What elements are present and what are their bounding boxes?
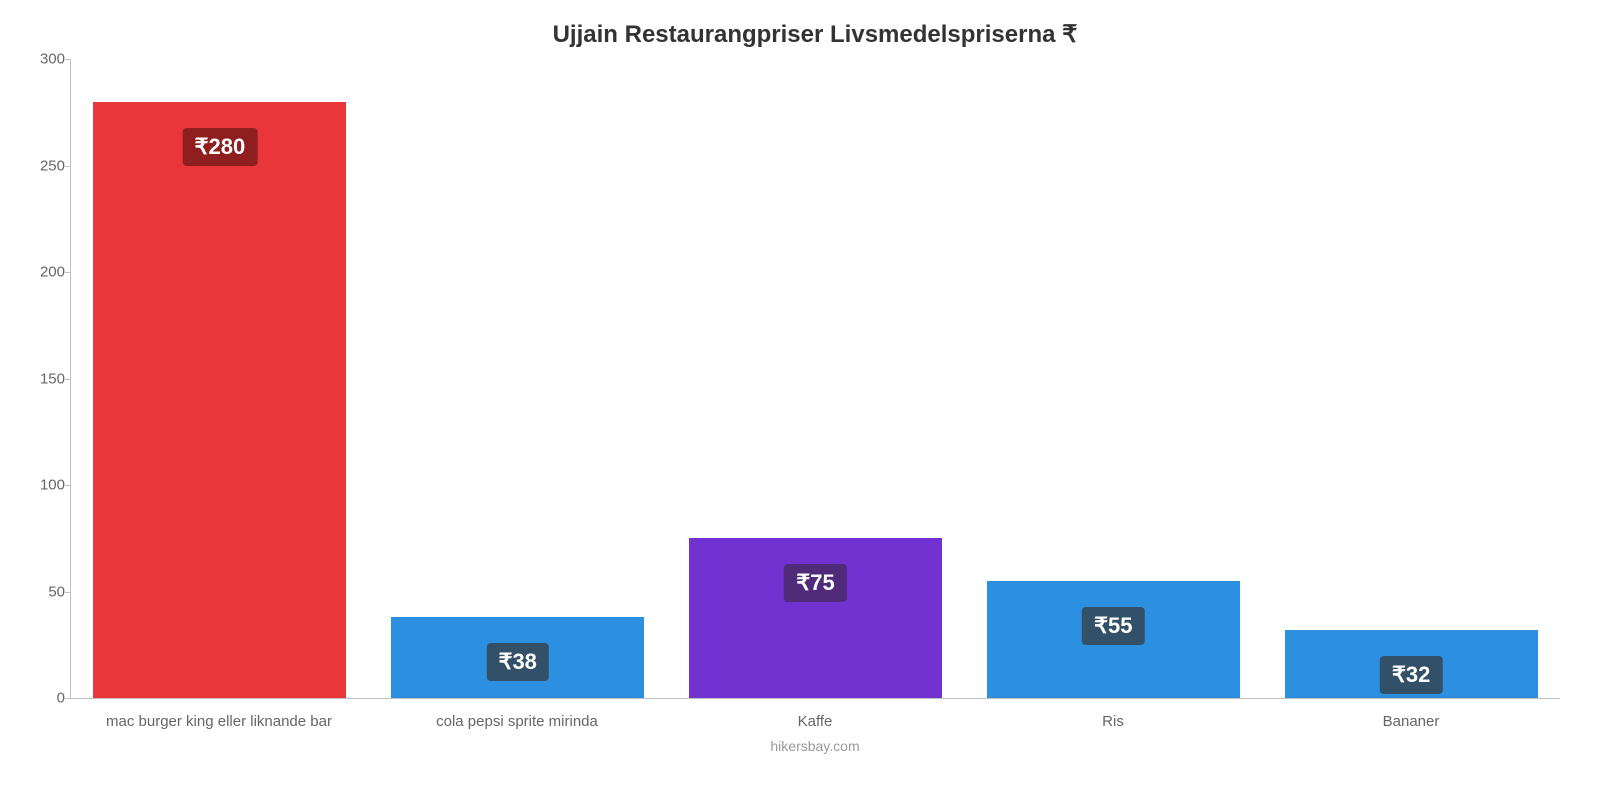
bar-value-label: ₹280 — [183, 128, 258, 166]
y-tick-label: 200 — [21, 264, 65, 281]
bar: ₹38 — [391, 617, 644, 698]
bar-slot: ₹75 — [667, 538, 965, 698]
bar-value-label: ₹75 — [784, 564, 846, 602]
bar-value-label: ₹55 — [1082, 607, 1144, 645]
x-axis-labels: mac burger king eller liknande barcola p… — [70, 713, 1560, 730]
bar-chart: Ujjain Restaurangpriser Livsmedelspriser… — [0, 0, 1600, 800]
y-tick-mark — [65, 698, 71, 699]
bar-value-label: ₹38 — [486, 643, 548, 681]
bar-slot: ₹38 — [369, 617, 667, 698]
bar: ₹75 — [689, 538, 942, 698]
x-axis-label: Ris — [964, 713, 1262, 730]
chart-source: hikersbay.com — [70, 738, 1560, 754]
bar-slot: ₹55 — [964, 581, 1262, 698]
bars-container: ₹280 ₹38 ₹75 ₹55 ₹32 — [71, 59, 1560, 698]
y-tick-label: 50 — [21, 583, 65, 600]
bar-slot: ₹280 — [71, 102, 369, 698]
bar-value-label: ₹32 — [1380, 656, 1442, 694]
y-tick-label: 100 — [21, 477, 65, 494]
x-axis-label: Bananer — [1262, 713, 1560, 730]
y-tick-mark — [65, 485, 71, 486]
y-tick-label: 150 — [21, 370, 65, 387]
y-tick-mark — [65, 59, 71, 60]
plot-area: ₹280₹38₹75₹55₹32 050100150200250300 — [70, 59, 1560, 699]
bar: ₹55 — [987, 581, 1240, 698]
bar: ₹32 — [1285, 630, 1538, 698]
x-axis-label: Kaffe — [666, 713, 964, 730]
y-tick-mark — [65, 592, 71, 593]
y-tick-mark — [65, 166, 71, 167]
y-tick-mark — [65, 272, 71, 273]
y-tick-mark — [65, 379, 71, 380]
x-axis-label: cola pepsi sprite mirinda — [368, 713, 666, 730]
y-tick-label: 0 — [21, 690, 65, 707]
bar: ₹280 — [93, 102, 346, 698]
chart-title: Ujjain Restaurangpriser Livsmedelspriser… — [70, 20, 1560, 49]
y-tick-label: 250 — [21, 157, 65, 174]
bar-slot: ₹32 — [1262, 630, 1560, 698]
y-tick-label: 300 — [21, 51, 65, 68]
x-axis-label: mac burger king eller liknande bar — [70, 713, 368, 730]
